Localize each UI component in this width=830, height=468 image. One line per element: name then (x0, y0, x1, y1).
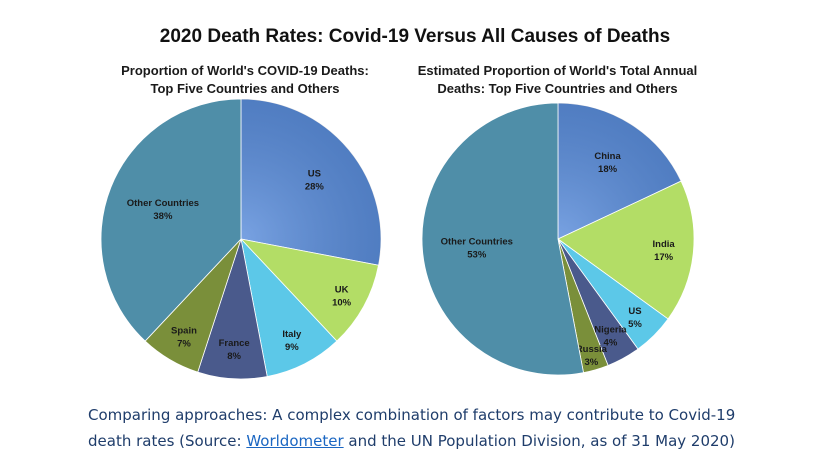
pie0-slice-italy (240, 237, 338, 377)
pie0-label-france: France (219, 338, 250, 349)
pie0-value-other-countries: 38% (153, 211, 173, 222)
worldometer-link[interactable]: Worldometer (246, 432, 344, 450)
pie0-slice-other-countries (100, 98, 242, 342)
pie1-value-nigeria: 4% (604, 337, 618, 348)
pie1-label-other-countries: Other Countries (441, 237, 513, 248)
pie1-value-india: 17% (654, 252, 674, 263)
left-pie-title-line1: Proportion of World's COVID-19 Deaths: (121, 63, 369, 78)
caption-line-1: Comparing approaches: A complex combinat… (88, 406, 736, 424)
left-pie-chart: US 28% UK 10% Italy 9% France 8% Spain 7% Other Co… (100, 98, 382, 380)
pie1-value-other-countries: 53% (467, 250, 487, 261)
right-pie-title-line1: Estimated Proportion of World's Total An… (417, 63, 698, 78)
pie0-label-italy: Italy (282, 329, 302, 340)
pie0-label-us: US (308, 168, 321, 179)
left-pie-title-line2: Top Five Countries and Others (150, 81, 340, 96)
caption-line-2: death rates (Source: Worldometer and the… (88, 428, 788, 454)
pie1-label-nigeria: Nigeria (594, 324, 627, 335)
pie0-value-spain: 7% (177, 338, 191, 349)
pie1-slice-india (557, 180, 695, 320)
left-pie-title: Proportion of World's COVID-19 Deaths: T… (80, 62, 410, 98)
figure-caption: Comparing approaches: A complex combinat… (88, 402, 788, 454)
pie1-slice-other-countries (421, 102, 584, 376)
caption-text-before: death rates (Source: (88, 432, 247, 450)
pie0-label-spain: Spain (171, 325, 197, 336)
pie1-value-us: 5% (628, 319, 642, 330)
pie1-label-india: India (653, 239, 676, 250)
pie-charts-canvas: US 28% UK 10% Italy 9% France 8% Spain 7% Other Co… (100, 98, 695, 380)
pie1-label-china: China (594, 151, 621, 162)
right-pie-title-line2: Deaths: Top Five Countries and Others (437, 81, 678, 96)
pie1-value-russia: 3% (585, 357, 599, 368)
pie1-label-russia: Russia (576, 344, 608, 355)
pie1-label-us: US (628, 306, 641, 317)
pie1-value-china: 18% (598, 164, 618, 175)
chart-main-title: 2020 Death Rates: Covid-19 Versus All Ca… (159, 26, 671, 47)
pie0-value-us: 28% (305, 181, 325, 192)
pie0-value-italy: 9% (285, 342, 299, 353)
pie0-value-france: 8% (227, 351, 241, 362)
caption-text-after: and the UN Population Division, as of 31… (343, 432, 735, 450)
pie0-label-other-countries: Other Countries (127, 198, 199, 209)
pie0-label-uk: UK (335, 284, 349, 295)
right-pie-chart: China 18% India 17% US 5%Nigeria 4%Russia 3% Oth… (421, 102, 695, 376)
pie0-slice-uk (239, 238, 379, 342)
pie0-value-uk: 10% (332, 297, 352, 308)
right-pie-title: Estimated Proportion of World's Total An… (395, 62, 720, 98)
